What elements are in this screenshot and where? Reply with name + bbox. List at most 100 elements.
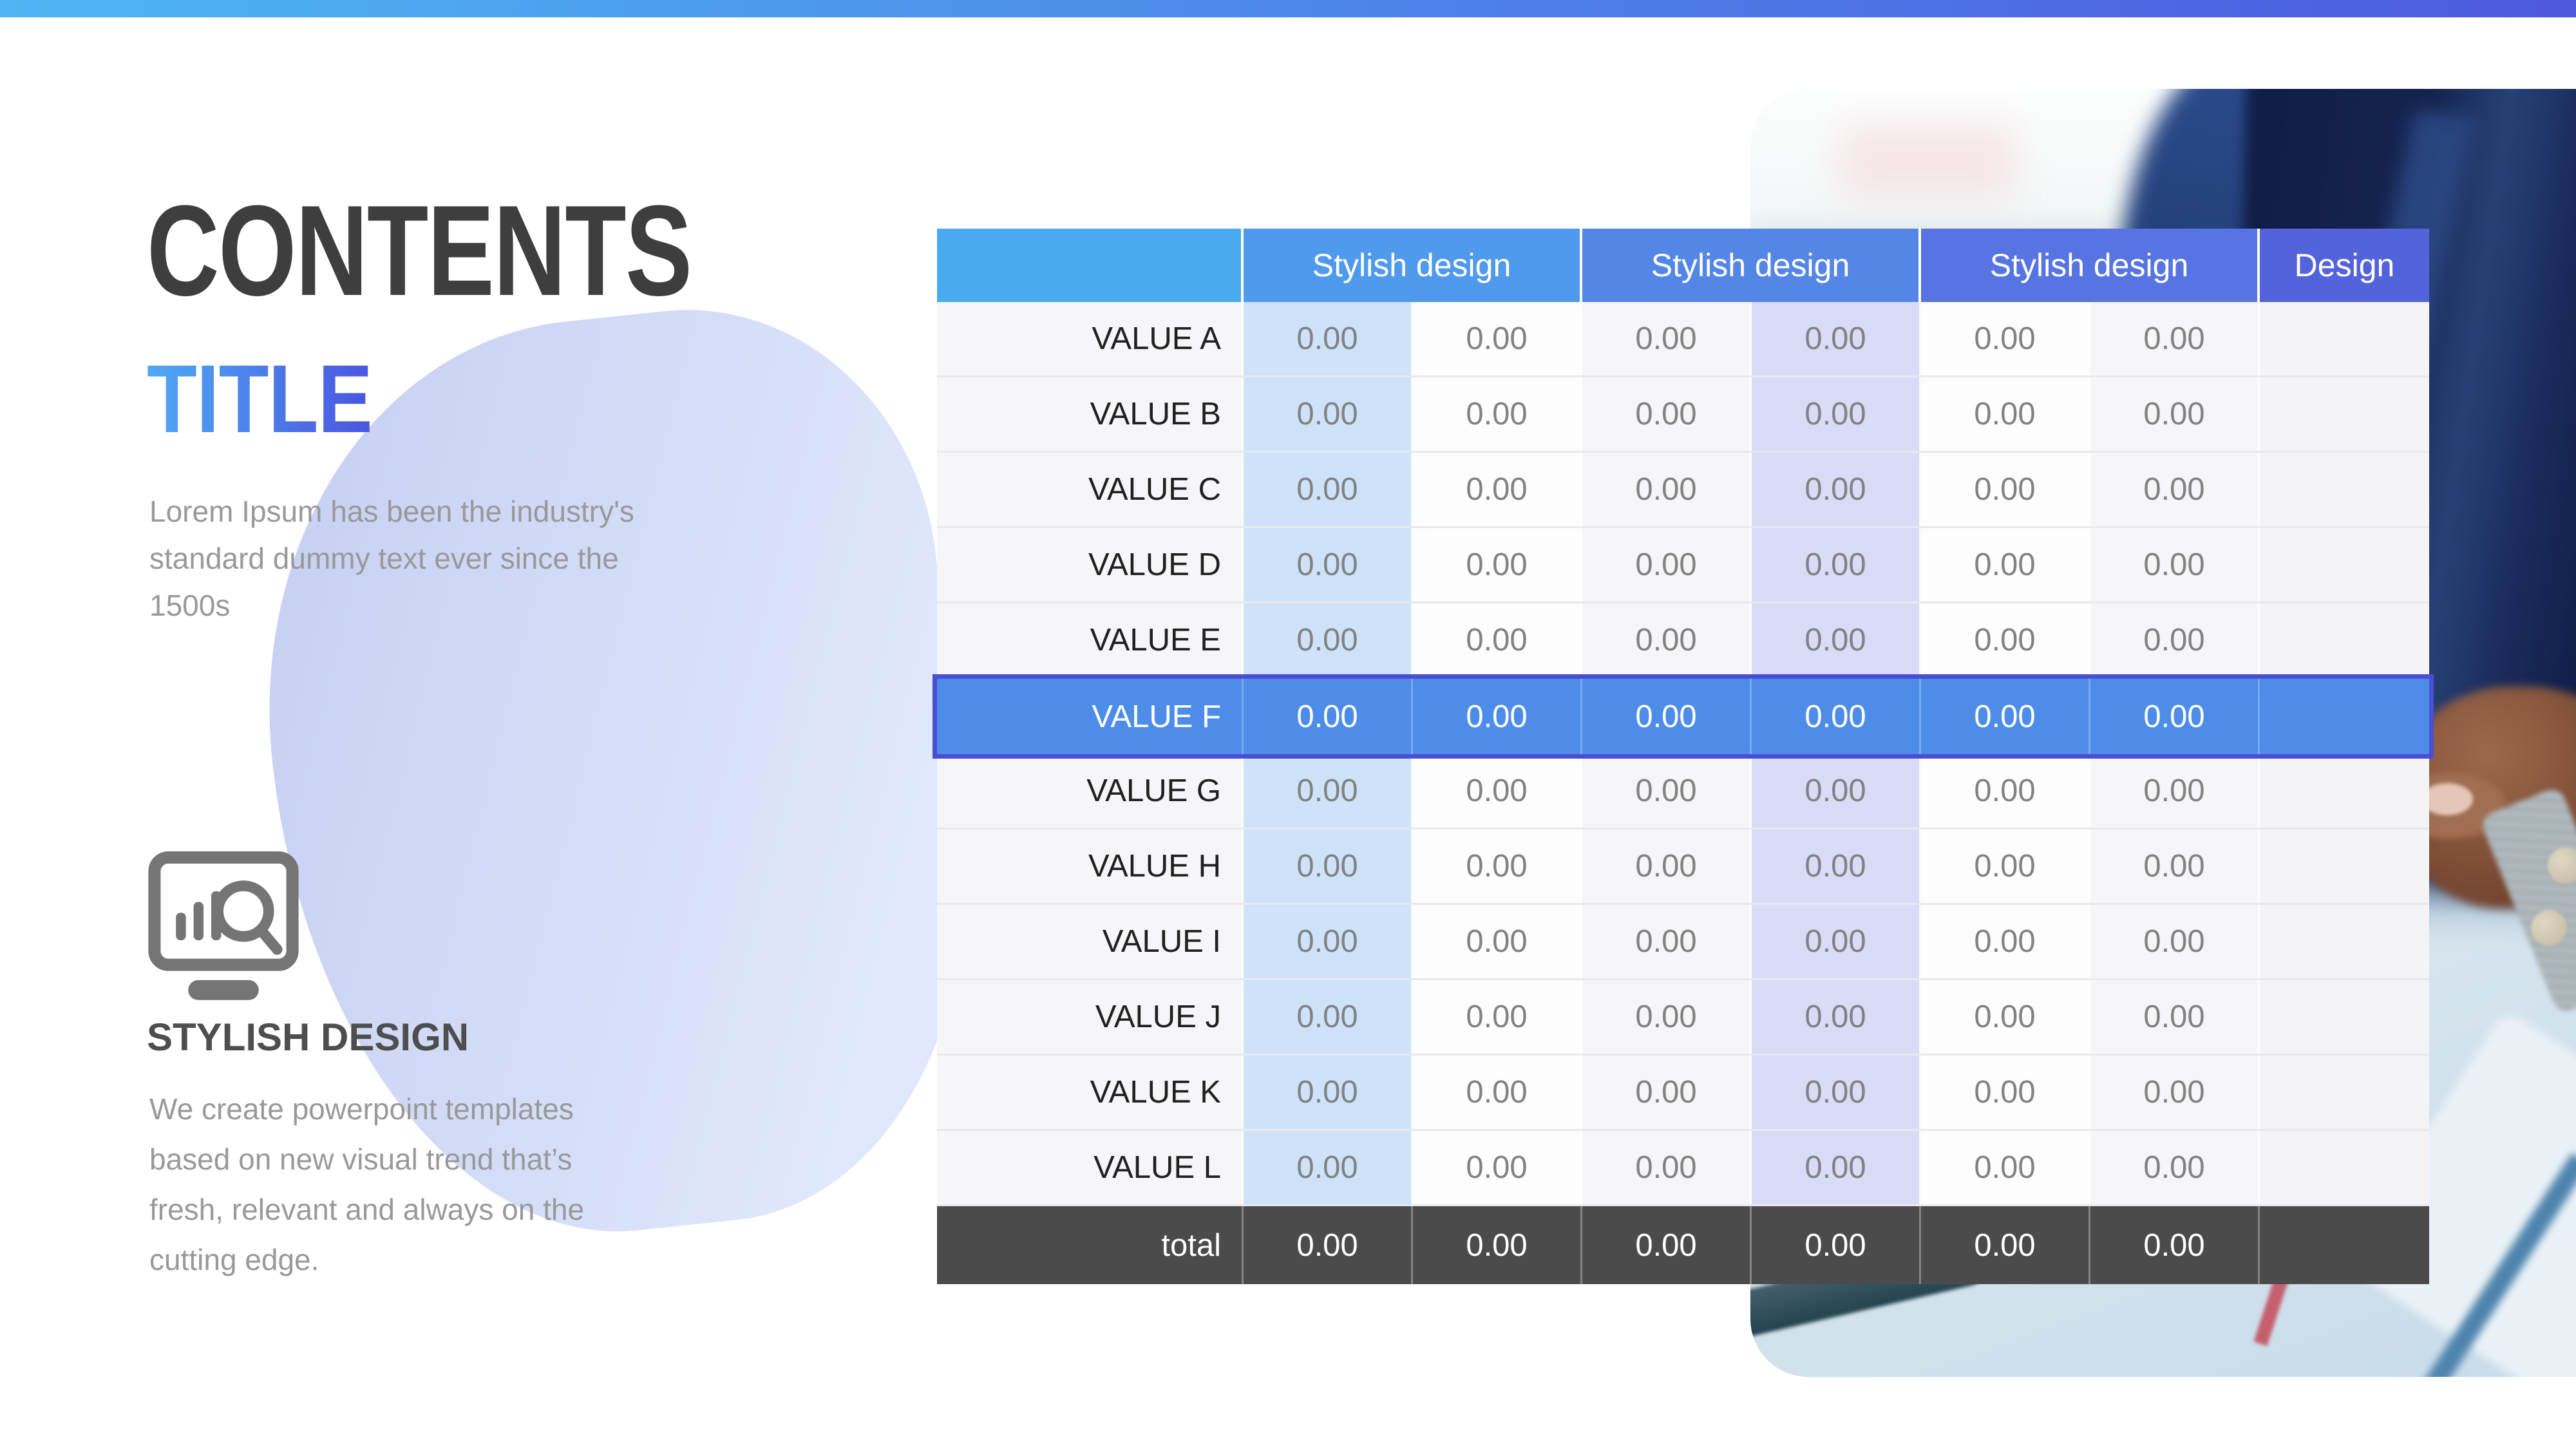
- photo-cuff-button: [2548, 848, 2576, 884]
- value-cell: 0.00: [1244, 679, 1413, 754]
- value-cell: 0.00: [1582, 905, 1752, 978]
- contents-kicker: CONTENTS: [147, 179, 692, 323]
- table-body: VALUE A 0.00 0.00 0.00 0.00 0.00 0.00 VALUE B 0.…: [933, 302, 2434, 1284]
- photo-window-smudge: [1841, 124, 2014, 198]
- design-cell: [2260, 980, 2429, 1054]
- value-cell: 0.00: [1752, 1056, 1921, 1129]
- table-row-highlighted: VALUE F 0.00 0.00 0.00 0.00 0.00 0.00: [933, 674, 2434, 759]
- value-cell: 0.00: [1244, 829, 1413, 903]
- value-cell: 0.00: [1752, 905, 1921, 978]
- value-cell: 0.00: [1921, 980, 2090, 1054]
- design-cell: [2260, 528, 2429, 601]
- table-row: VALUE A 0.00 0.00 0.00 0.00 0.00 0.00: [937, 302, 2429, 377]
- table-header-group: Stylish design: [1582, 229, 1921, 302]
- value-cell: 0.00: [1244, 1206, 1413, 1284]
- value-cell: 0.00: [1921, 528, 2090, 601]
- value-cell: 0.00: [1244, 453, 1413, 526]
- data-table: Stylish design Stylish design Stylish desi…: [933, 229, 2434, 1284]
- value-cell: 0.00: [1413, 453, 1582, 526]
- row-label: VALUE B: [937, 377, 1244, 451]
- design-cell: [2260, 905, 2429, 978]
- photo-cuff-button: [2531, 910, 2567, 946]
- value-cell: 0.00: [1752, 377, 1921, 451]
- value-cell: 0.00: [1921, 1131, 2090, 1204]
- value-cell: 0.00: [1921, 302, 2090, 375]
- value-cell: 0.00: [1921, 377, 2090, 451]
- row-label: VALUE I: [937, 905, 1244, 978]
- row-label: VALUE G: [937, 754, 1244, 828]
- design-cell: [2260, 1131, 2429, 1204]
- table-row: VALUE B 0.00 0.00 0.00 0.00 0.00 0.00: [937, 377, 2429, 453]
- value-cell: 0.00: [1752, 302, 1921, 375]
- value-cell: 0.00: [1582, 679, 1752, 754]
- value-cell: 0.00: [1921, 453, 2090, 526]
- value-cell: 0.00: [1413, 603, 1582, 677]
- value-cell: 0.00: [1582, 528, 1752, 601]
- row-label: total: [937, 1206, 1244, 1284]
- feature-heading: STYLISH DESIGN: [147, 1016, 469, 1059]
- value-cell: 0.00: [1582, 1206, 1752, 1284]
- design-cell: [2260, 829, 2429, 903]
- top-accent-bar: [0, 0, 2576, 17]
- row-label: VALUE K: [937, 1056, 1244, 1129]
- value-cell: 0.00: [1413, 377, 1582, 451]
- row-label: VALUE H: [937, 829, 1244, 903]
- value-cell: 0.00: [1582, 453, 1752, 526]
- row-label: VALUE E: [937, 603, 1244, 677]
- table-row: VALUE H 0.00 0.00 0.00 0.00 0.00 0.00: [937, 829, 2429, 905]
- value-cell: 0.00: [2090, 1131, 2260, 1204]
- value-cell: 0.00: [1413, 679, 1582, 754]
- value-cell: 0.00: [1921, 1056, 2090, 1129]
- value-cell: 0.00: [1413, 1206, 1582, 1284]
- row-label: VALUE L: [937, 1131, 1244, 1204]
- table-row: VALUE C 0.00 0.00 0.00 0.00 0.00 0.00: [937, 453, 2429, 528]
- value-cell: 0.00: [1244, 980, 1413, 1054]
- value-cell: 0.00: [1921, 679, 2090, 754]
- value-cell: 0.00: [1413, 302, 1582, 375]
- value-cell: 0.00: [2090, 905, 2260, 978]
- design-cell: [2260, 377, 2429, 451]
- value-cell: 0.00: [1413, 905, 1582, 978]
- value-cell: 0.00: [1752, 1206, 1921, 1284]
- value-cell: 0.00: [2090, 528, 2260, 601]
- value-cell: 0.00: [1413, 829, 1582, 903]
- value-cell: 0.00: [1582, 754, 1752, 828]
- value-cell: 0.00: [1413, 528, 1582, 601]
- value-cell: 0.00: [1582, 377, 1752, 451]
- value-cell: 0.00: [1244, 603, 1413, 677]
- value-cell: 0.00: [1413, 754, 1582, 828]
- table-row: VALUE K 0.00 0.00 0.00 0.00 0.00 0.00: [937, 1056, 2429, 1131]
- value-cell: 0.00: [1244, 528, 1413, 601]
- table-header-group: Stylish design: [1244, 229, 1582, 302]
- value-cell: 0.00: [1244, 905, 1413, 978]
- value-cell: 0.00: [2090, 1206, 2260, 1284]
- value-cell: 0.00: [1752, 528, 1921, 601]
- table-row: VALUE L 0.00 0.00 0.00 0.00 0.00 0.00: [937, 1131, 2429, 1206]
- table-header-corner: [937, 229, 1244, 302]
- value-cell: 0.00: [1752, 754, 1921, 828]
- value-cell: 0.00: [2090, 754, 2260, 828]
- value-cell: 0.00: [2090, 377, 2260, 451]
- value-cell: 0.00: [1921, 603, 2090, 677]
- row-label: VALUE D: [937, 528, 1244, 601]
- value-cell: 0.00: [2090, 679, 2260, 754]
- value-cell: 0.00: [1244, 1056, 1413, 1129]
- value-cell: 0.00: [1752, 1131, 1921, 1204]
- value-cell: 0.00: [1582, 302, 1752, 375]
- value-cell: 0.00: [1752, 829, 1921, 903]
- intro-text: Lorem Ipsum has been the industry's stan…: [149, 495, 634, 622]
- table-header-group: Design: [2260, 229, 2429, 302]
- value-cell: 0.00: [2090, 453, 2260, 526]
- value-cell: 0.00: [1921, 1206, 2090, 1284]
- photo-thumbnail: [2421, 783, 2473, 815]
- value-cell: 0.00: [1921, 829, 2090, 903]
- value-cell: 0.00: [1244, 377, 1413, 451]
- row-label: VALUE A: [937, 302, 1244, 375]
- value-cell: 0.00: [1413, 1056, 1582, 1129]
- chart-search-icon: [147, 851, 300, 1005]
- value-cell: 0.00: [1582, 603, 1752, 677]
- value-cell: 0.00: [1582, 829, 1752, 903]
- page-title: TITLE: [147, 345, 373, 453]
- table-row: VALUE G 0.00 0.00 0.00 0.00 0.00 0.00: [937, 754, 2429, 829]
